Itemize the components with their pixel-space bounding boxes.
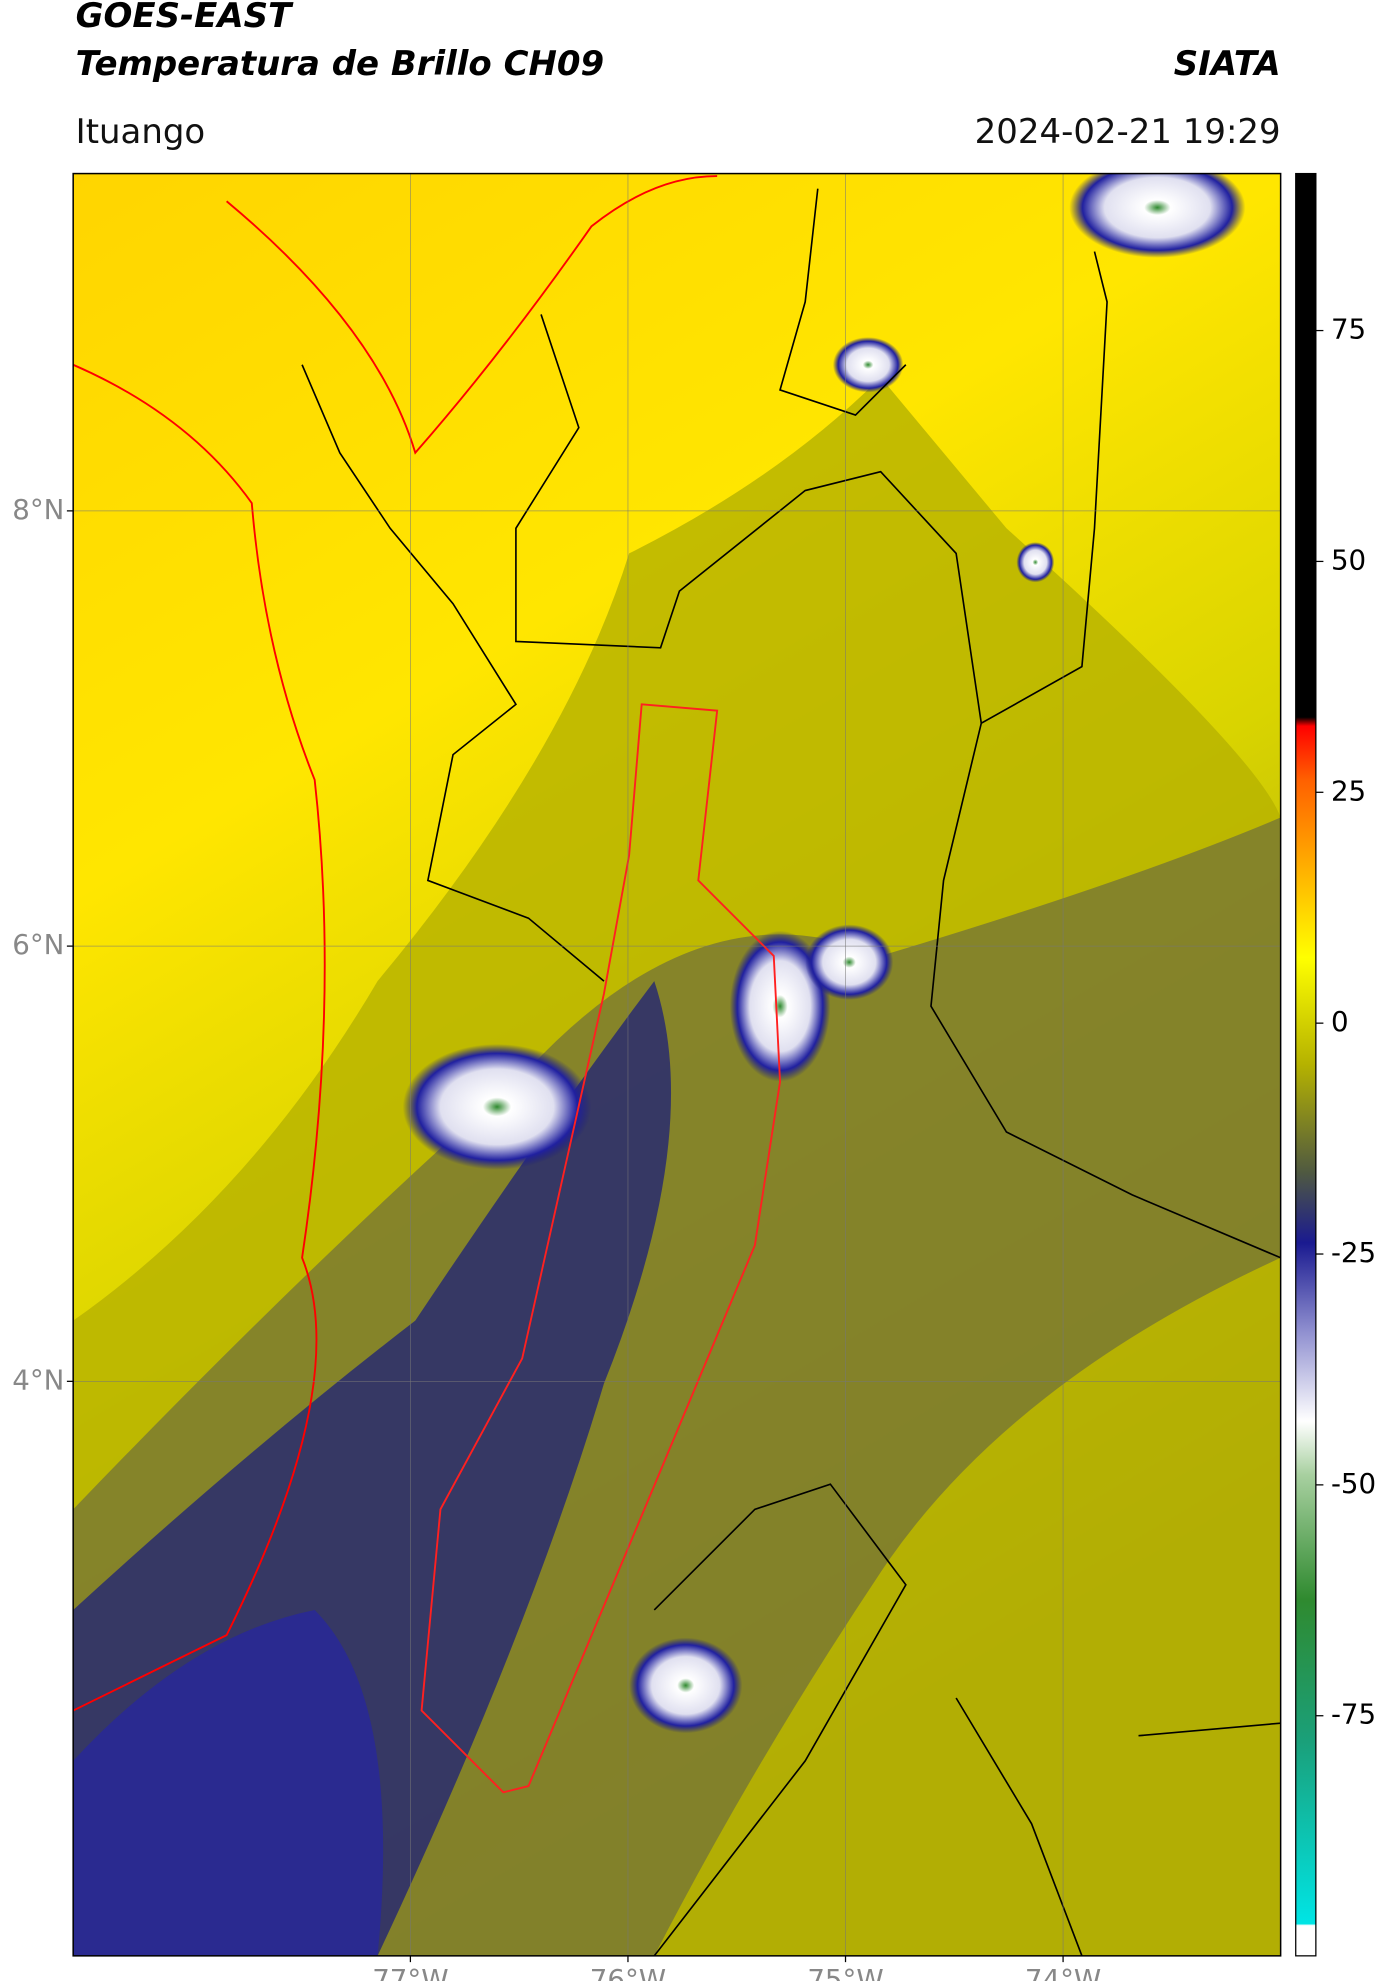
- colorbar-label: -25: [1331, 1236, 1376, 1269]
- brand: SIATA: [1174, 44, 1281, 84]
- colorbar-label: -50: [1331, 1467, 1376, 1500]
- lat-label: 8°N: [12, 493, 64, 526]
- subtitle: Temperatura de Brillo CH09: [76, 44, 604, 84]
- location: Ituango: [76, 112, 206, 152]
- lat-label: 4°N: [12, 1363, 64, 1396]
- lon-label: 75°W: [807, 1963, 883, 1981]
- lon-label: 77°W: [372, 1963, 448, 1981]
- lat-label: 6°N: [12, 928, 64, 961]
- imagery: [73, 173, 1281, 1956]
- datetime: 2024-02-21 19:29: [975, 112, 1281, 152]
- lon-label: 76°W: [590, 1963, 666, 1981]
- colorbar-label: 25: [1331, 774, 1366, 807]
- graticule: [66, 173, 1281, 1963]
- lon-label: 74°W: [1025, 1963, 1101, 1981]
- colorbar-label: -75: [1331, 1698, 1376, 1731]
- title: GOES-EAST: [76, 0, 294, 36]
- colorbar: [1295, 172, 1317, 1957]
- colorbar-label: 0: [1331, 1005, 1349, 1038]
- colorbar-label: 50: [1331, 543, 1366, 576]
- colorbar-label: 75: [1331, 313, 1366, 346]
- map-frame: [72, 172, 1282, 1957]
